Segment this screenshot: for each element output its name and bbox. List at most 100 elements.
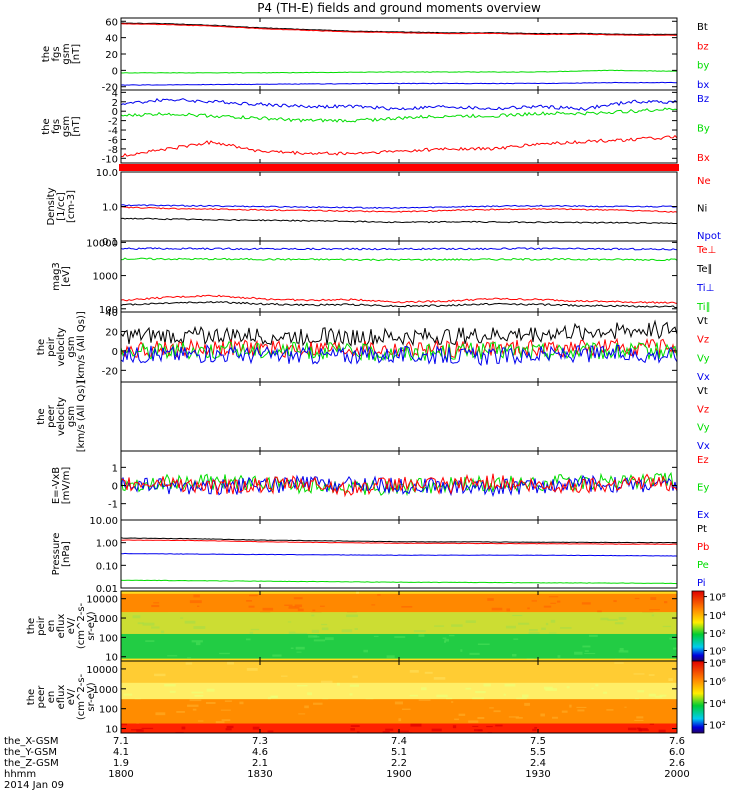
spectrogram-speckle <box>386 655 395 659</box>
y-axis-label: [eV] <box>61 266 72 287</box>
spectrogram-speckle <box>584 652 596 655</box>
legend-entry: bz <box>697 41 709 52</box>
spectrogram-speckle <box>324 637 334 641</box>
panel-p6: the peer velocity gsm [km/s (All Qs)] Vt Vz Vy V… <box>36 381 710 453</box>
y-tick-label: -8 <box>108 145 118 156</box>
x-axis-value: 2.1 <box>252 758 268 769</box>
spectrogram-speckle <box>662 625 671 628</box>
y-axis-label: eflux <box>56 685 67 710</box>
spectrogram-speckle <box>227 661 234 665</box>
spectrogram <box>121 661 677 733</box>
spectrogram-speckle <box>595 684 599 687</box>
spectrogram-speckle <box>487 598 494 601</box>
spectrogram-speckle <box>185 662 193 665</box>
y-axis-label: gsm <box>61 43 72 64</box>
y-axis-label: [km/s (All Qs)] <box>76 381 87 453</box>
spectrogram-speckle <box>451 624 463 627</box>
spectrogram-speckle <box>548 632 557 634</box>
series-Bz <box>121 98 677 111</box>
series-Pe <box>121 579 677 585</box>
spectrogram-speckle <box>649 609 660 611</box>
spectrogram-speckle <box>193 626 206 629</box>
spectrogram-speckle <box>465 620 476 623</box>
spectrogram-speckle <box>618 650 629 653</box>
spectrogram-speckle <box>402 708 411 710</box>
spectrogram-speckle <box>121 723 128 726</box>
spectrogram-speckle <box>561 710 568 713</box>
legend-entry: Te⊥ <box>696 245 716 256</box>
spectrogram-speckle <box>270 695 278 699</box>
x-axis-value: 2.6 <box>669 758 685 769</box>
y-tick-label: -2 <box>108 117 118 128</box>
spectrogram-speckle <box>550 619 556 623</box>
series-Pi <box>121 552 677 557</box>
y-axis-label: Pressure <box>51 533 62 576</box>
spectrogram-speckle <box>249 594 258 597</box>
spectrogram-speckle <box>452 725 457 729</box>
spectrogram-speckle <box>433 677 446 680</box>
x-axis-row-label: the_Y-GSM <box>4 747 57 758</box>
spectrogram-speckle <box>576 706 587 709</box>
legend-entry: bx <box>697 80 709 91</box>
series-bx <box>121 81 677 86</box>
spectrogram-speckle <box>424 671 433 674</box>
spectrogram-speckle <box>336 682 340 686</box>
spectrogram-speckle <box>512 653 517 657</box>
spectrogram-speckle <box>633 673 645 675</box>
spectrogram-speckle <box>468 720 479 723</box>
spectrogram-speckle <box>442 637 447 639</box>
spectrogram-speckle <box>545 622 549 626</box>
y-axis-label: peir <box>46 336 57 356</box>
spectrogram-speckle <box>618 617 627 620</box>
y-axis-label: velocity <box>56 397 67 436</box>
colorbar-tick-label: 10² <box>709 629 726 640</box>
spectrogram-speckle <box>167 655 178 657</box>
spectrogram-band <box>121 682 677 700</box>
spectrogram-speckle <box>288 631 296 635</box>
spectrogram-speckle <box>321 623 328 626</box>
x-axis-value: 7.4 <box>391 736 407 747</box>
spectrogram-speckle <box>448 634 455 637</box>
panel-p7: 1 0 -1 E=-VxB [mV/m] Ez Ey Ex <box>51 450 709 521</box>
legend-entry: Vt <box>697 386 708 397</box>
legend-entry: Ez <box>697 455 709 466</box>
spectrogram-speckle <box>508 716 519 718</box>
legend-entry: Vy <box>697 353 710 364</box>
spectrogram-speckle <box>534 726 538 729</box>
y-tick-label: -6 <box>108 135 118 146</box>
y-tick-label: 10.00 <box>89 516 118 527</box>
y-tick-label: 2 <box>112 98 118 109</box>
y-tick-label: 0.1 <box>102 237 118 248</box>
x-axis-value: 2000 <box>664 769 689 780</box>
spectrogram-band <box>121 612 677 634</box>
spectrogram-speckle <box>658 729 666 733</box>
spectrogram-speckle <box>151 626 160 629</box>
spectrogram-speckle <box>434 625 445 627</box>
series-Npot <box>121 204 677 210</box>
spectrogram-speckle <box>221 719 231 721</box>
x-axis-value: 1900 <box>386 769 411 780</box>
spectrogram-speckle <box>504 683 516 687</box>
spectrogram-speckle <box>532 728 537 732</box>
spectrogram-speckle <box>472 725 479 727</box>
spectrogram-speckle <box>284 604 293 606</box>
spectrogram-speckle <box>155 712 166 716</box>
y-axis-label: the <box>36 408 47 424</box>
panel-frame <box>120 17 678 91</box>
spectrogram-speckle <box>614 662 624 664</box>
spectrogram-speckle <box>663 601 668 604</box>
y-tick-label: 100 <box>99 305 118 316</box>
y-tick-label: 100 <box>99 705 118 716</box>
series-group <box>121 98 677 158</box>
series-Vt <box>121 319 677 347</box>
y-tick-label: 1.0 <box>102 203 118 214</box>
series-Vy <box>121 341 677 362</box>
y-tick-label: 0 <box>112 482 118 493</box>
spectrogram-speckle <box>169 690 176 693</box>
y-tick-label: 40 <box>105 34 118 45</box>
spectrogram-speckle <box>443 640 447 643</box>
y-axis-label: eV/ <box>66 688 77 705</box>
spectrogram-speckle <box>197 605 200 607</box>
legend-entry: Vx <box>697 441 710 452</box>
